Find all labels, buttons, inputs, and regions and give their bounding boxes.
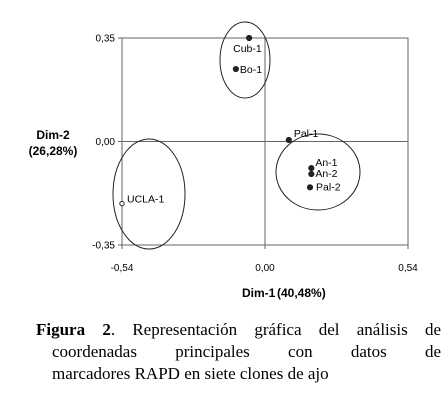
- group-ellipse: [275, 133, 361, 211]
- x-axis-percentage: (40,48%): [277, 286, 326, 300]
- data-point: [308, 170, 315, 178]
- data-point-label: An-2: [315, 168, 337, 180]
- data-point-label: An-1: [315, 157, 337, 169]
- data-point-label: Cub-1: [233, 43, 262, 55]
- x-axis-title: Dim-1: [242, 286, 276, 300]
- caption-text-1: . Representación gráfica del análisis de: [110, 320, 442, 339]
- y-axis-title: Dim-2: [36, 128, 70, 142]
- x-tick-label: 0,54: [398, 263, 418, 274]
- figure-caption: Figura 2. Representación gráfica del aná…: [36, 319, 441, 385]
- data-point-label: Bo-1: [240, 64, 262, 76]
- x-tick-label: -0,54: [111, 263, 134, 274]
- axes: 0,35 0,00 -0,35 -0,54 0,00 0,54: [92, 34, 418, 275]
- data-point: [306, 184, 314, 191]
- data-point: [246, 34, 253, 42]
- caption-line-1: Figura 2. Representación gráfica del aná…: [36, 319, 441, 341]
- data-point: [285, 136, 292, 144]
- y-tick-label: -0,35: [92, 241, 115, 252]
- x-tick-label: 0,00: [255, 263, 275, 274]
- y-tick-label: 0,00: [96, 137, 116, 148]
- pcoa-scatter-chart: 0,35 0,00 -0,35 -0,54 0,00 0,54 Cub-1 Bo-1 Pal-…: [29, 21, 418, 300]
- caption-line-3: marcadores RAPD en siete clones de ajo: [52, 364, 329, 383]
- data-point-label: Pal-2: [316, 181, 341, 193]
- y-tick-label: 0,35: [96, 34, 116, 45]
- group-ellipse: [219, 21, 271, 99]
- data-point: [308, 165, 315, 172]
- caption-line-2: coordenadas principales con datos de: [52, 342, 441, 361]
- data-point-label: UCLA-1: [127, 194, 165, 206]
- data-point-label: Pal-1: [294, 128, 319, 140]
- data-point: [119, 200, 125, 207]
- data-point: [232, 65, 239, 73]
- group-ellipse: [112, 138, 186, 250]
- group-ellipses: [112, 21, 361, 250]
- y-axis-percentage: (26,28%): [29, 144, 78, 158]
- figure-label: Figura 2: [36, 320, 111, 339]
